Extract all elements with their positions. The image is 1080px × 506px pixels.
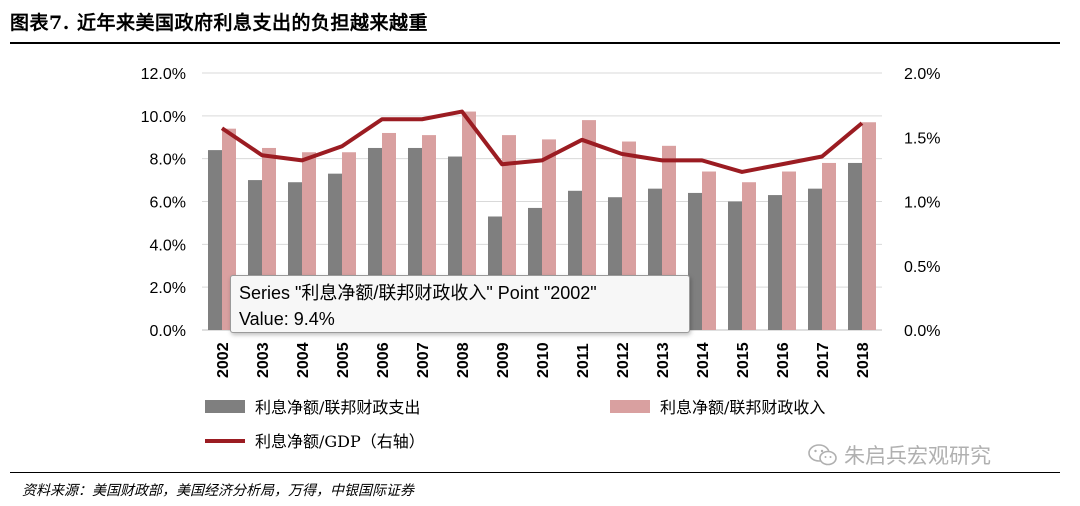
legend-label-revenue: 利息净额/联邦财政收入 bbox=[660, 398, 825, 417]
x-tick-label: 2012 bbox=[615, 342, 632, 378]
legend-swatch-revenue bbox=[610, 400, 650, 413]
wechat-icon bbox=[808, 444, 837, 466]
x-tick-label: 2007 bbox=[415, 342, 432, 378]
bar-expenditure-2014 bbox=[688, 192, 702, 330]
bar-revenue-2017 bbox=[822, 162, 836, 330]
x-tick-label: 2003 bbox=[255, 342, 272, 378]
legend-label-expenditure: 利息净额/联邦财政支出 bbox=[255, 398, 420, 417]
left-tick-label: 2.0% bbox=[150, 280, 186, 297]
watermark-text: 朱启兵宏观研究 bbox=[844, 444, 991, 468]
tooltip-value-line: Value: 9.4% bbox=[239, 309, 335, 329]
right-tick-label: 0.5% bbox=[904, 259, 940, 276]
x-tick-label: 2004 bbox=[295, 342, 312, 378]
bar-revenue-2016 bbox=[782, 171, 796, 330]
watermark: 朱启兵宏观研究 bbox=[808, 440, 991, 470]
bar-revenue-2014 bbox=[702, 171, 716, 330]
x-tick-label: 2014 bbox=[695, 342, 712, 378]
x-tick-label: 2018 bbox=[855, 342, 872, 378]
right-tick-label: 0.0% bbox=[904, 323, 940, 340]
source-note: 资料来源：美国财政部，美国经济分析局，万得，中银国际证券 bbox=[22, 483, 414, 499]
tooltip-series-line: Series "利息净额/联邦财政收入" Point "2002" bbox=[239, 283, 597, 303]
x-tick-label: 2006 bbox=[375, 342, 392, 378]
chart-canvas: 12.0% 10.0% 8.0% 6.0% 4.0% 2.0% 0.0% 2.0% 1.5% 1… bbox=[141, 66, 941, 451]
bar-expenditure-2016 bbox=[768, 195, 782, 330]
right-axis-ticks: 2.0% 1.5% 1.0% 0.5% 0.0% bbox=[904, 66, 940, 340]
right-tick-label: 1.0% bbox=[904, 195, 940, 212]
series-gdp-line bbox=[220, 109, 864, 174]
left-tick-label: 10.0% bbox=[141, 109, 186, 126]
bar-expenditure-2018 bbox=[848, 162, 862, 330]
right-tick-label: 2.0% bbox=[904, 66, 940, 83]
x-tick-label: 2002 bbox=[215, 342, 232, 378]
x-tick-label: 2016 bbox=[775, 342, 792, 378]
chart-tooltip: Series "利息净额/联邦财政收入" Point "2002" Value:… bbox=[230, 275, 690, 333]
footer-rule bbox=[10, 472, 1060, 473]
x-tick-label: 2011 bbox=[575, 343, 592, 378]
left-tick-label: 0.0% bbox=[150, 323, 186, 340]
legend-label-gdp: 利息净额/GDP（右轴） bbox=[255, 432, 425, 451]
x-axis-ticks: 2002 2003 2004 2005 2006 2007 2008 2009 2010 2011… bbox=[215, 342, 872, 378]
left-axis-ticks: 12.0% 10.0% 8.0% 6.0% 4.0% 2.0% 0.0% bbox=[141, 66, 186, 340]
x-tick-label: 2005 bbox=[335, 342, 352, 378]
x-tick-label: 2017 bbox=[815, 342, 832, 378]
bar-expenditure-2017 bbox=[808, 188, 822, 330]
x-tick-label: 2008 bbox=[455, 342, 472, 378]
left-tick-label: 4.0% bbox=[150, 237, 186, 254]
title-rule bbox=[10, 42, 1060, 44]
x-tick-label: 2010 bbox=[535, 342, 552, 378]
figure-title: 图表7. 近年来美国政府利息支出的负担越来越重 bbox=[10, 12, 428, 34]
legend-swatch-expenditure bbox=[205, 400, 245, 413]
right-tick-label: 1.5% bbox=[904, 130, 940, 147]
bar-revenue-2018 bbox=[862, 122, 876, 330]
x-tick-label: 2015 bbox=[735, 342, 752, 378]
bar-expenditure-2002 bbox=[208, 150, 222, 330]
left-tick-label: 12.0% bbox=[141, 66, 186, 83]
left-tick-label: 8.0% bbox=[150, 152, 186, 169]
bar-revenue-2015 bbox=[742, 182, 756, 330]
x-tick-label: 2009 bbox=[495, 342, 512, 378]
bar-expenditure-2015 bbox=[728, 201, 742, 330]
x-tick-label: 2013 bbox=[655, 342, 672, 378]
line-gdp bbox=[220, 109, 864, 174]
left-tick-label: 6.0% bbox=[150, 195, 186, 212]
